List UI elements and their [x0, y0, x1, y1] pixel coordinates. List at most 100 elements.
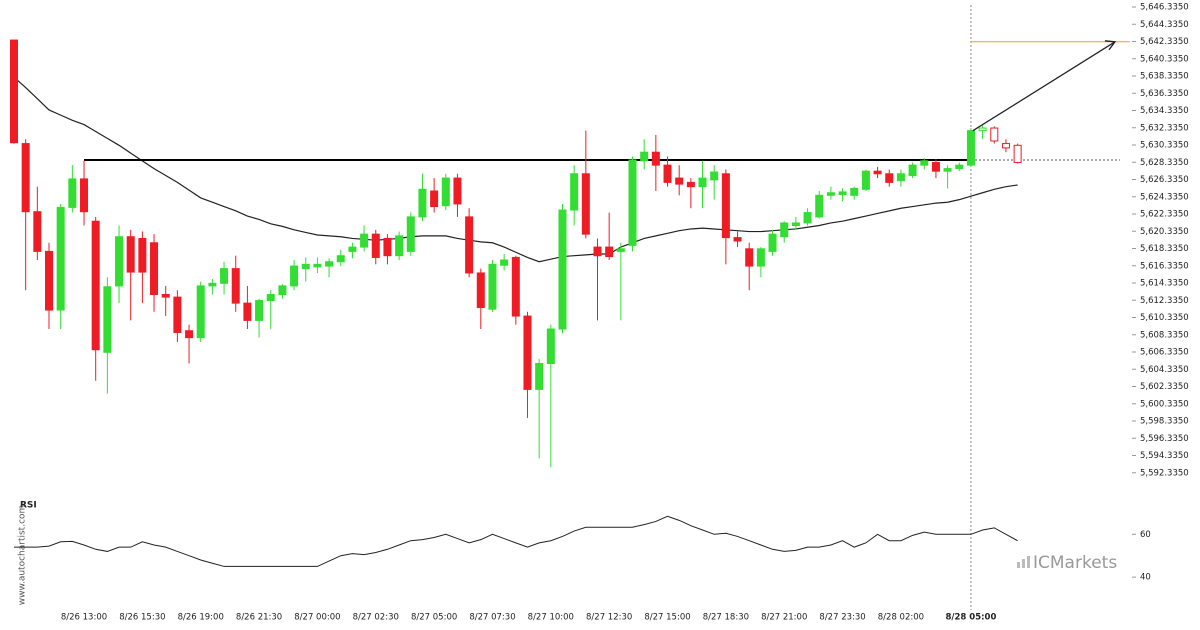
candle-body: [558, 209, 567, 330]
candle-body: [465, 216, 474, 274]
candle-body: [161, 294, 170, 298]
candle-body: [196, 285, 205, 339]
x-tick-label: 8/27 07:30: [469, 613, 515, 623]
candle-body: [10, 39, 18, 144]
candle-body: [570, 173, 579, 211]
candle-body: [966, 130, 975, 166]
y-tick-label: 5,606.3350: [1140, 348, 1189, 358]
logo-icon: [1017, 556, 1030, 568]
candle-body: [208, 282, 217, 287]
candle-body: [45, 250, 54, 311]
candle-body: [920, 160, 929, 166]
candle-body: [150, 242, 159, 296]
y-tick-label: 5,614.3350: [1140, 279, 1189, 289]
y-tick-label: 5,618.3350: [1140, 244, 1189, 254]
candle-body: [780, 222, 789, 238]
candle-body: [103, 286, 112, 353]
moving-average: [13, 76, 1018, 263]
y-tick-label: 5,634.3350: [1140, 106, 1189, 116]
candle-body: [663, 164, 672, 183]
y-tick-label: 5,620.3350: [1140, 227, 1189, 237]
candle-body: [336, 255, 345, 263]
candle-body: [815, 194, 824, 218]
y-tick-label: 5,624.3350: [1140, 192, 1189, 202]
candle-body: [616, 248, 625, 252]
candle-body: [745, 248, 754, 267]
x-tick-label: 8/28 05:00: [946, 613, 997, 623]
candle-body: [266, 294, 275, 302]
candle-body: [733, 237, 742, 242]
y-tick-label: 5,642.3350: [1140, 37, 1189, 47]
x-tick-label: 8/26 13:00: [61, 613, 107, 623]
logo: ICMarkets: [1033, 553, 1117, 573]
candle-body: [955, 164, 964, 170]
candle-body: [721, 173, 730, 239]
rsi-tick-label: 60: [1140, 530, 1151, 540]
y-tick-label: 5,600.3350: [1140, 399, 1189, 409]
candle-body: [628, 159, 637, 246]
x-tick-label: 8/27 21:00: [761, 613, 807, 623]
candle-body: [768, 233, 777, 252]
y-tick-label: 5,592.3350: [1140, 468, 1189, 478]
candle-body: [430, 190, 439, 208]
candle-body: [850, 187, 859, 196]
candle-body: [371, 233, 380, 258]
candle-body: [21, 143, 30, 213]
candle-body: [546, 328, 555, 365]
y-tick-label: 5,626.3350: [1140, 175, 1189, 185]
candle-body: [278, 285, 287, 296]
candle-body: [453, 177, 462, 205]
y-tick-label: 5,610.3350: [1140, 313, 1189, 323]
candle-body: [1001, 143, 1010, 149]
candle-body: [605, 246, 614, 258]
candle-body: [861, 170, 870, 190]
candle-body: [185, 330, 194, 339]
candle-body: [348, 246, 357, 252]
y-tick-label: 5,640.3350: [1140, 54, 1189, 64]
x-tick-label: 8/26 19:00: [178, 613, 224, 623]
candle-body: [173, 296, 182, 333]
y-tick-label: 5,632.3350: [1140, 123, 1189, 133]
candle-body: [838, 191, 847, 195]
candle-body: [978, 127, 987, 132]
y-tick-label: 5,608.3350: [1140, 330, 1189, 340]
y-tick-label: 5,628.3350: [1140, 158, 1189, 168]
candle-body: [826, 192, 835, 196]
candle-body: [535, 363, 544, 390]
candle-body: [581, 173, 590, 235]
x-tick-label: 8/27 05:00: [411, 613, 457, 623]
candle-body: [441, 177, 450, 207]
candle-body: [990, 127, 999, 142]
x-tick-label: 8/27 12:30: [586, 613, 632, 623]
candle-body: [476, 272, 485, 308]
candle-body: [1013, 144, 1022, 164]
candle-body: [710, 171, 719, 181]
y-tick-label: 5,616.3350: [1140, 261, 1189, 271]
candle-body: [488, 263, 497, 310]
candle-body: [931, 162, 940, 172]
target-arrow: [972, 40, 1117, 132]
candle-body: [115, 236, 124, 287]
candle-body: [231, 268, 240, 304]
x-tick-label: 8/27 15:00: [644, 613, 690, 623]
candle-body: [360, 233, 369, 248]
y-tick-label: 5,630.3350: [1140, 141, 1189, 151]
candle-body: [593, 246, 602, 257]
candle-body: [803, 212, 812, 224]
candle-body: [873, 170, 882, 175]
y-tick-label: 5,644.3350: [1140, 20, 1189, 30]
candle-body: [640, 151, 649, 162]
candle-body: [91, 220, 100, 351]
y-tick-label: 5,638.3350: [1140, 72, 1189, 82]
x-tick-label: 8/26 15:30: [119, 613, 165, 623]
candle-body: [313, 263, 322, 268]
candle-body: [68, 178, 77, 208]
y-tick-label: 5,622.3350: [1140, 210, 1189, 220]
candle-body: [675, 177, 684, 185]
candle-body: [395, 235, 404, 257]
x-tick-label: 8/27 23:30: [819, 613, 865, 623]
candle-body: [418, 188, 427, 218]
x-tick-label: 8/27 00:00: [294, 613, 340, 623]
candle-body: [138, 237, 147, 273]
